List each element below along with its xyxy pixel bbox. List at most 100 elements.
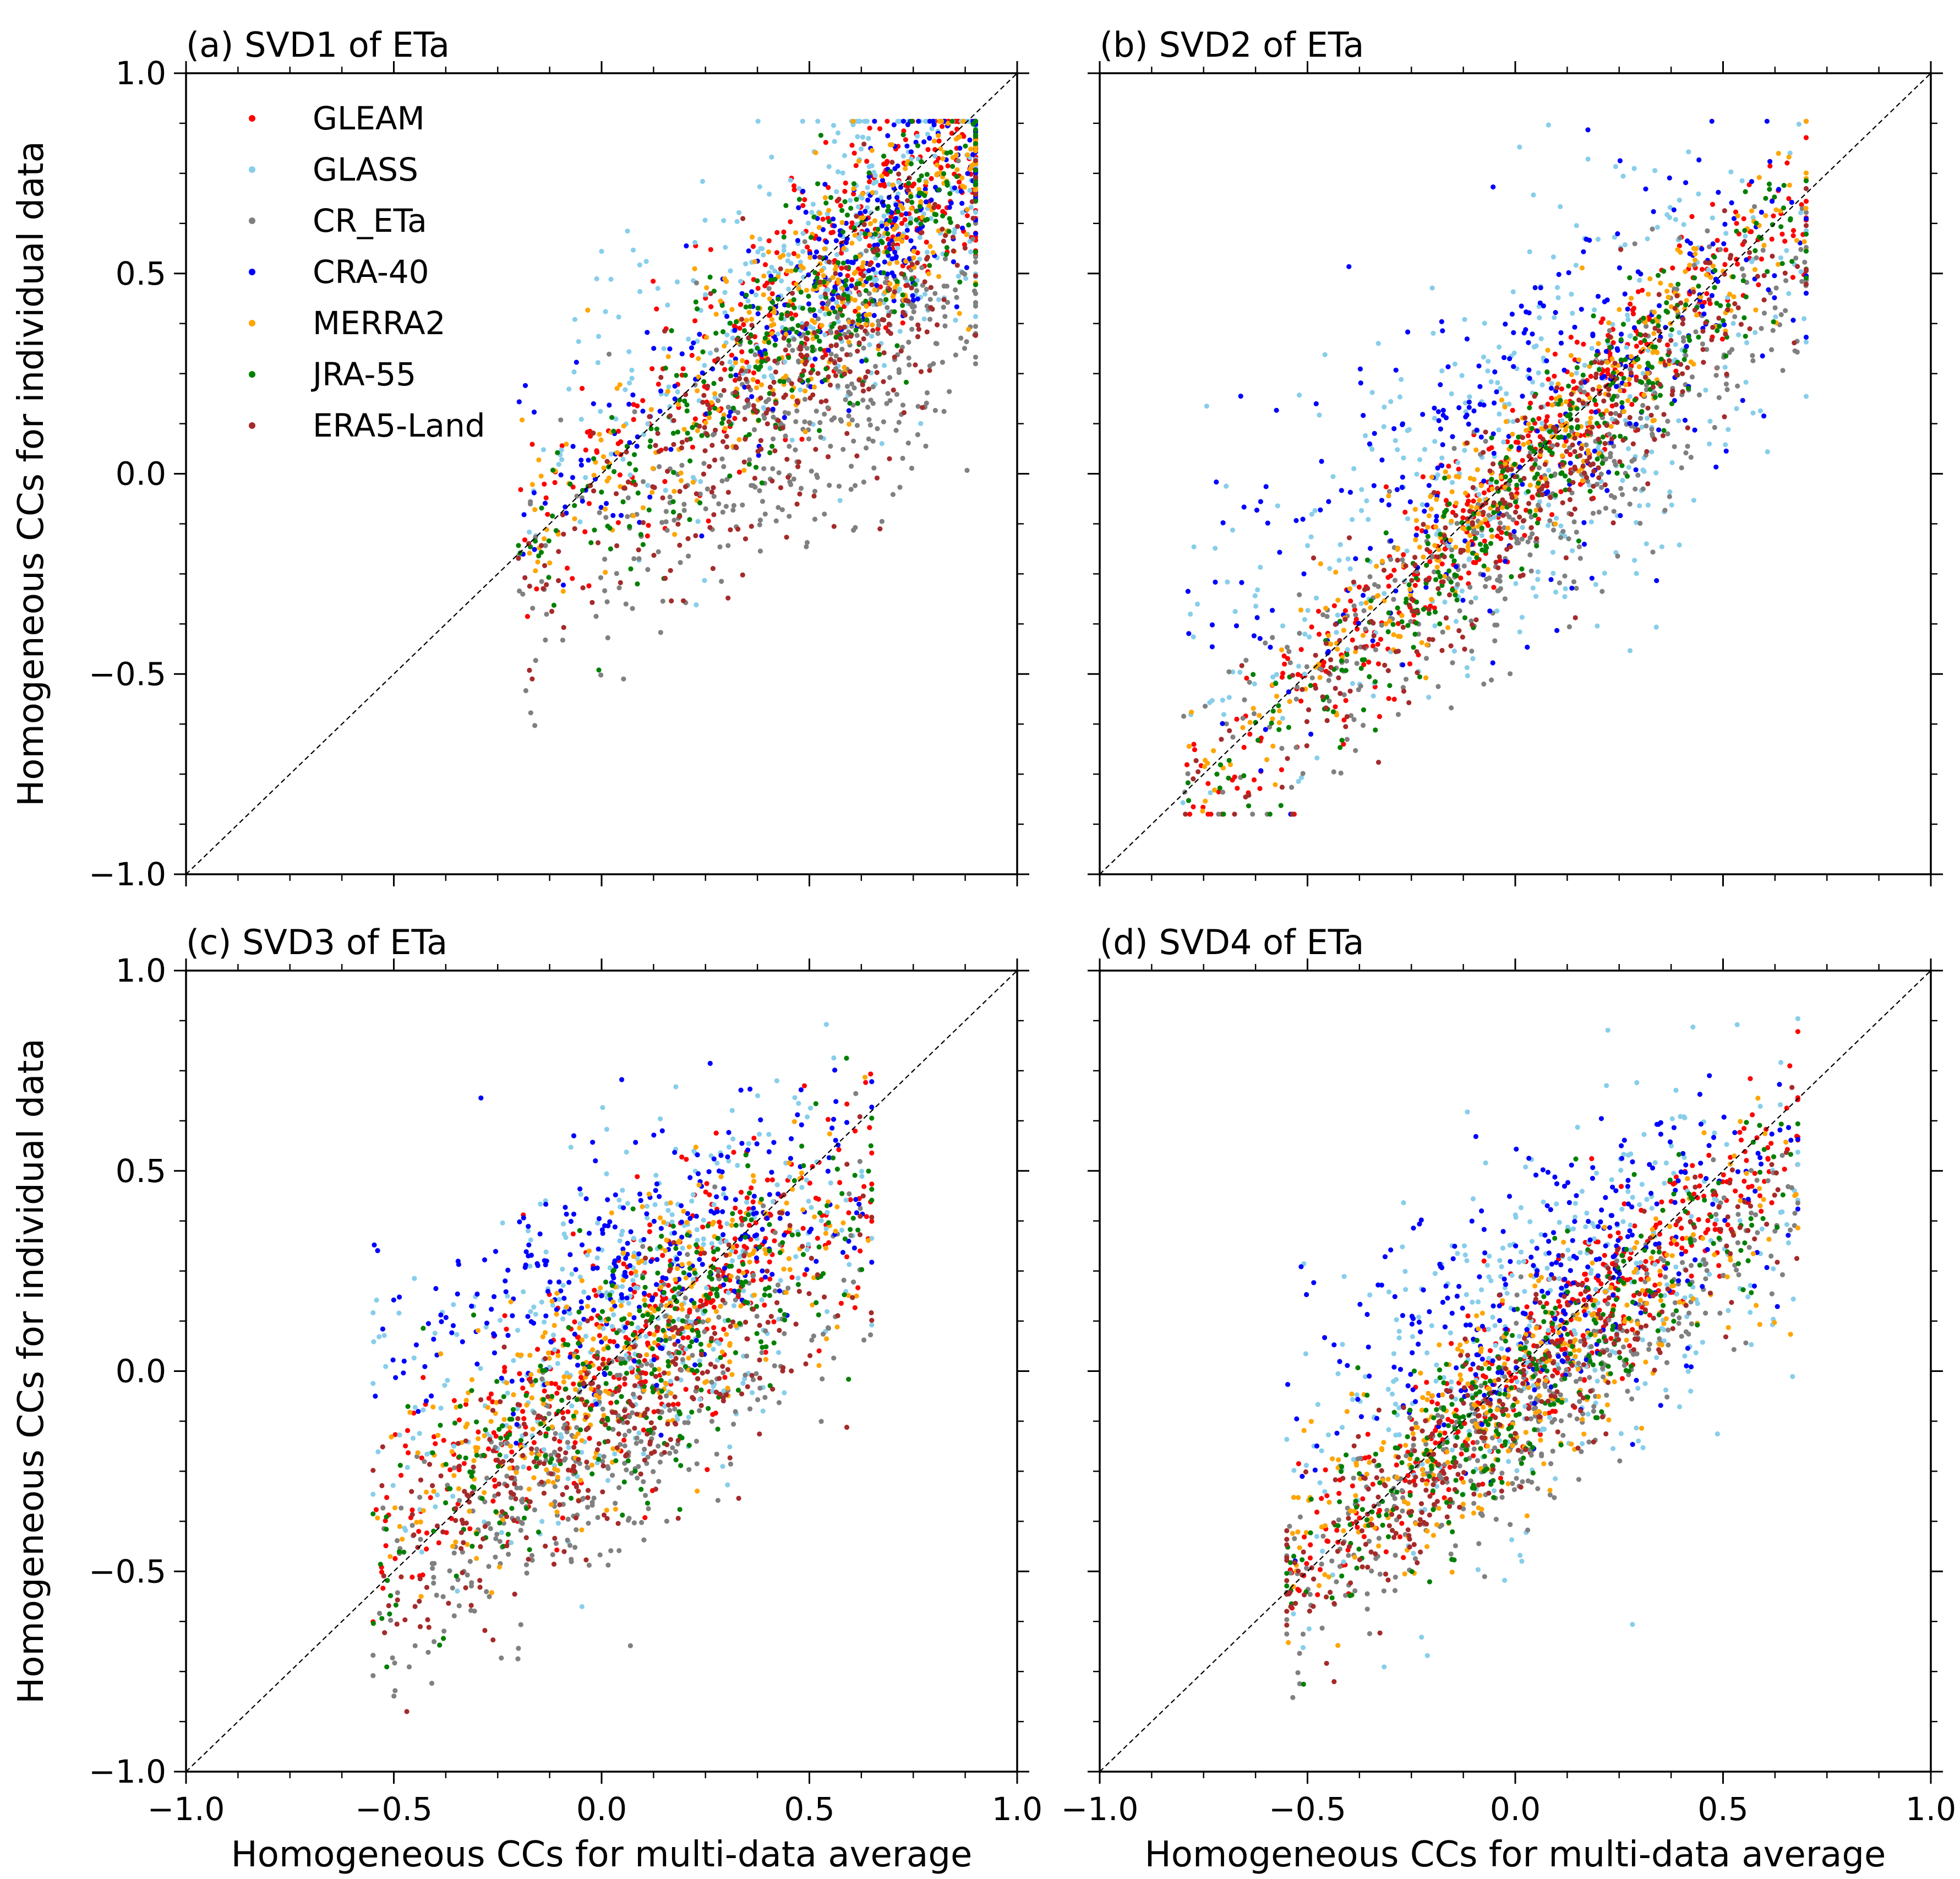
scatter-point [1305,543,1311,548]
scatter-point [853,483,858,488]
scatter-point [1535,576,1541,582]
scatter-point [776,505,781,510]
scatter-point [518,487,523,493]
scatter-point [1673,368,1679,374]
scatter-point [596,334,602,339]
scatter-point [1263,727,1268,732]
scatter-point [1554,628,1560,633]
scatter-point [1412,506,1418,512]
scatter-point [927,368,932,373]
panel-b: (b) SVD2 of ETa [1088,25,1943,886]
scatter-point [1668,337,1674,343]
scatter-point [880,177,886,183]
scatter-point [1700,341,1705,347]
scatter-point [1186,631,1192,636]
scatter-point [1632,241,1637,247]
scatter-point [1696,284,1701,289]
scatter-point [1729,347,1735,352]
scatter-point [900,132,906,138]
scatter-point [598,505,604,510]
scatter-point [1488,379,1494,385]
scatter-point [1297,630,1302,636]
scatter-point [667,346,673,352]
scatter-point [1556,271,1562,277]
scatter-point [1508,502,1513,508]
scatter-point [659,520,665,525]
scatter-point [1752,330,1758,335]
scatter-point [918,199,924,204]
scatter-point [909,156,914,162]
scatter-point [824,239,829,245]
scatter-point [1441,513,1446,519]
scatter-point [665,302,670,308]
scatter-point [1769,236,1775,242]
scatter-point [1267,811,1273,817]
scatter-point [1523,327,1528,333]
scatter-point [820,355,826,360]
legend-label: GLEAM [313,100,425,137]
scatter-point [1274,672,1279,677]
scatter-point [1185,780,1191,786]
scatter-point [1520,525,1525,530]
scatter-point [703,420,708,426]
scatter-point [728,409,733,415]
scatter-point [1326,670,1331,676]
scatter-point [1799,202,1804,208]
scatter-point [1665,342,1670,348]
scatter-point [1468,618,1474,624]
scatter-point [740,216,746,221]
scatter-point [1243,657,1249,663]
scatter-point [806,220,811,226]
scatter-point [881,419,886,424]
scatter-point [882,363,887,368]
scatter-point [910,297,916,303]
scatter-point [1490,660,1495,666]
scatter-point [1712,254,1717,260]
scatter-point [704,335,709,340]
scatter-point [823,366,829,372]
scatter-point [1517,514,1522,520]
scatter-point [1412,631,1418,637]
scatter-point [1531,344,1537,350]
scatter-point [959,200,965,206]
scatter-point [849,220,855,226]
scatter-point [872,279,877,284]
scatter-point [877,126,883,132]
scatter-point [1631,325,1637,330]
scatter-point [616,428,621,434]
scatter-point [544,582,549,587]
scatter-point [843,240,849,246]
scatter-point [1435,586,1441,591]
scatter-point [1351,466,1357,471]
scatter-point [1293,696,1299,702]
scatter-point [881,154,887,159]
scatter-point [1699,246,1705,252]
scatter-point [1580,372,1586,378]
scatter-point [1743,233,1748,239]
legend-marker [249,371,255,378]
scatter-point [963,276,969,281]
scatter-point [957,279,963,285]
scatter-point [1448,579,1454,585]
scatter-point [1525,539,1531,544]
scatter-point [851,385,857,391]
scatter-point [1454,500,1459,506]
scatter-point [1700,347,1706,352]
scatter-point [1227,728,1232,733]
scatter-point [1205,811,1211,817]
scatter-point [1683,353,1689,358]
scatter-point [1660,433,1666,439]
scatter-point [1544,358,1549,364]
scatter-point [686,553,691,559]
scatter-point [1682,348,1688,353]
scatter-point [821,273,826,279]
scatter-point [855,348,860,354]
scatter-point [627,380,632,386]
scatter-point [830,275,836,280]
scatter-point [823,200,829,206]
scatter-point [1509,574,1514,580]
scatter-point [1608,345,1613,350]
scatter-point [1526,440,1531,445]
scatter-point [889,160,895,165]
scatter-point [1637,332,1643,337]
